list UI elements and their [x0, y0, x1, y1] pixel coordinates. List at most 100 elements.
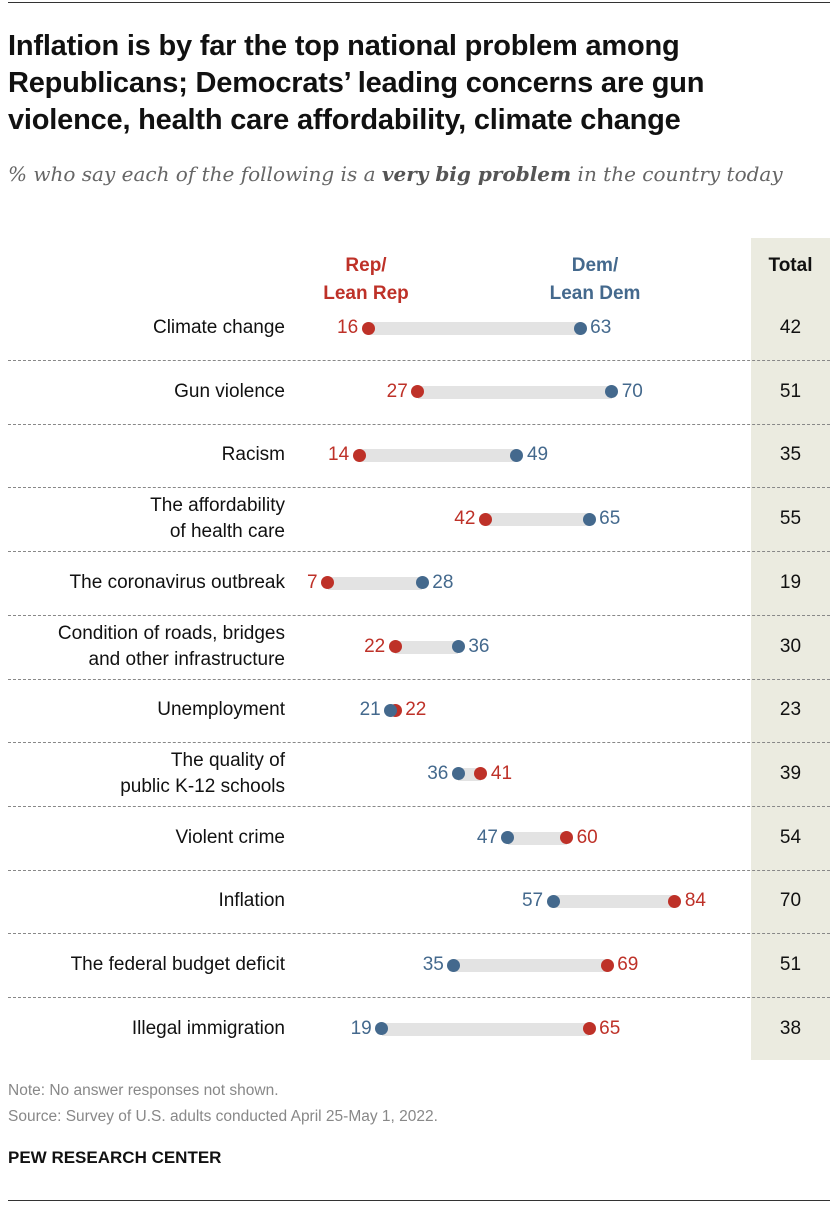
row-label: The coronavirus outbreak	[69, 571, 285, 593]
dem-dot	[582, 512, 596, 526]
row-label: The federal budget deficit	[70, 954, 285, 975]
rep-value: 7	[307, 571, 318, 593]
row-divider	[8, 614, 830, 616]
row-label: Illegal immigration	[131, 1017, 285, 1039]
source: Source: Survey of U.S. adults conducted …	[8, 1108, 438, 1125]
top-rule	[8, 2, 830, 3]
rep-dot	[474, 767, 488, 781]
chart-subtitle: % who say each of the following is a ver…	[8, 158, 808, 190]
dem-value: 21	[359, 699, 381, 721]
rep-value: 14	[328, 444, 350, 466]
total-value: 38	[779, 1017, 802, 1039]
dem-value: 36	[468, 635, 490, 657]
rep-dot	[478, 512, 492, 526]
total-value: 30	[779, 635, 802, 657]
rep-value: 41	[490, 762, 513, 784]
dem-dot	[546, 894, 560, 908]
rep-value: 22	[405, 699, 427, 721]
rep-value: 84	[684, 890, 706, 912]
row-label-line: of health care	[169, 521, 285, 543]
row-label-line: The quality of	[170, 749, 285, 771]
dem-value: 35	[422, 954, 444, 975]
total-value: 35	[779, 444, 802, 466]
legend-rep: Rep/Lean Rep	[296, 252, 436, 308]
rep-dot	[352, 448, 366, 462]
range-bar	[368, 322, 581, 335]
row-label: Climate change	[152, 317, 285, 338]
org-name: PEW RESEARCH CENTER	[8, 1148, 222, 1167]
rep-dot	[388, 640, 402, 653]
subtitle-emphasis: very big problem	[381, 162, 572, 186]
dem-dot	[501, 831, 515, 845]
total-value: 54	[779, 826, 802, 848]
dem-value: 19	[350, 1017, 372, 1039]
row-label: Violent crime	[175, 826, 285, 848]
total-value: 42	[779, 317, 802, 338]
range-bar	[453, 959, 608, 972]
dem-value: 36	[427, 762, 449, 784]
note: Note: No answer responses not shown.	[8, 1082, 279, 1099]
row-divider	[8, 933, 830, 935]
dem-dot	[510, 448, 524, 462]
rep-dot	[560, 831, 574, 845]
total-value: 51	[779, 954, 802, 975]
row-divider	[8, 742, 830, 744]
rep-dot	[361, 321, 375, 335]
chart-title: Inflation is by far the top national pro…	[8, 30, 705, 136]
bottom-rule	[8, 1200, 830, 1201]
row-divider	[8, 487, 830, 489]
row-label-line: Condition of roads, bridges	[57, 622, 285, 644]
dem-dot	[375, 1022, 389, 1036]
range-bar	[381, 1022, 590, 1036]
rep-value: 27	[386, 380, 408, 402]
row-label-line: and other infrastructure	[88, 648, 285, 670]
range-bar	[553, 895, 675, 909]
dem-value: 63	[590, 317, 612, 338]
row-divider	[8, 869, 830, 871]
total-value: 23	[779, 699, 802, 721]
range-bar	[507, 831, 567, 845]
dem-value: 65	[599, 508, 621, 530]
row-label: Condition of roads, bridges and other inf…	[58, 621, 285, 673]
row-divider	[8, 423, 830, 425]
row-label-line: public K-12 schools	[120, 775, 285, 797]
rep-value: 16	[337, 317, 359, 338]
row-label: The affordability of health care	[150, 493, 285, 545]
dem-value: 47	[476, 826, 498, 848]
dem-dot	[451, 767, 465, 781]
dem-dot	[384, 703, 398, 717]
row-label: The quality of public K-12 schools	[120, 748, 285, 800]
legend-dem-line1: Dem/	[571, 255, 619, 276]
dem-value: 70	[621, 380, 643, 402]
row-label: Unemployment	[157, 699, 285, 721]
rep-value: 65	[599, 1017, 621, 1039]
total-column-background	[751, 238, 830, 1060]
row-divider	[8, 805, 830, 807]
range-bar	[417, 385, 612, 399]
row-label: Gun violence	[174, 380, 285, 402]
dem-value: 28	[432, 571, 454, 593]
range-bar	[327, 576, 423, 590]
range-bar	[395, 640, 459, 654]
rep-value: 42	[454, 508, 476, 530]
range-bar	[485, 513, 590, 527]
rep-dot	[582, 1022, 596, 1036]
legend-dem-line2: Lean Dem	[549, 283, 641, 304]
row-divider	[8, 360, 830, 361]
rep-value: 69	[617, 954, 639, 975]
total-value: 70	[779, 890, 802, 912]
row-label-line: The affordability	[150, 495, 285, 517]
row-label: Racism	[221, 444, 285, 466]
total-value: 55	[779, 508, 802, 530]
total-header: Total	[768, 255, 813, 276]
rep-value: 60	[576, 826, 598, 848]
legend-dem: Dem/Lean Dem	[525, 252, 665, 308]
total-value: 39	[779, 762, 802, 784]
total-value: 19	[779, 571, 802, 593]
rep-value: 22	[364, 635, 386, 657]
dem-dot	[451, 640, 465, 653]
row-divider	[8, 551, 830, 553]
dem-dot	[447, 958, 461, 972]
rep-dot	[321, 576, 335, 590]
